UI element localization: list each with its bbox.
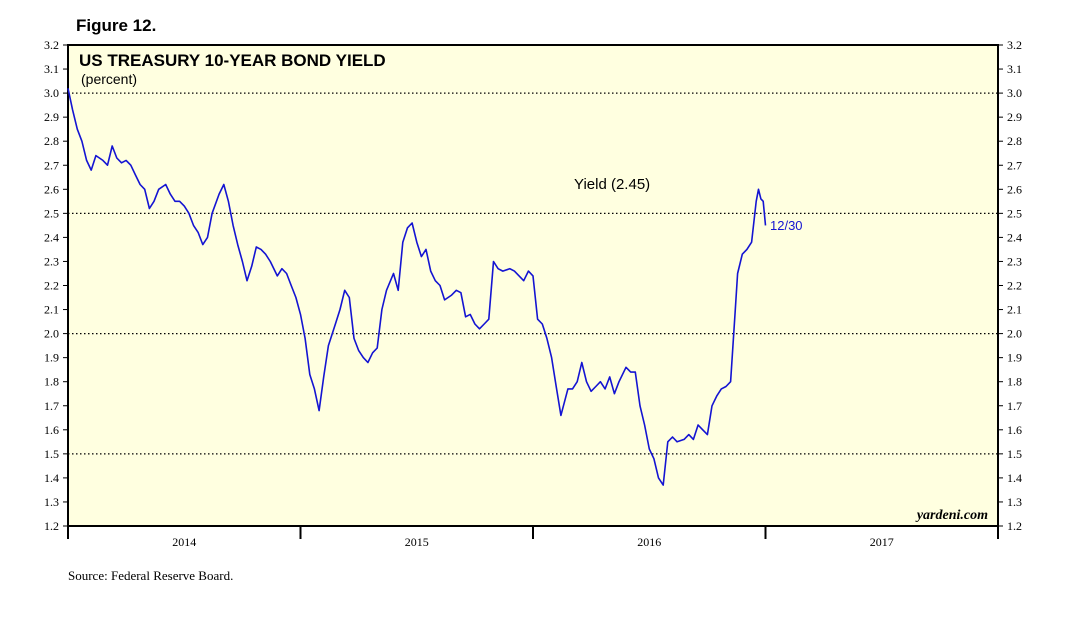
y-tick-label-right: 2.5 [1007,206,1022,220]
y-tick-label-left: 3.2 [44,38,59,52]
x-tick-label: 2015 [405,535,429,549]
y-tick-label-right: 1.8 [1007,375,1022,389]
y-tick-label-right: 2.9 [1007,110,1022,124]
x-tick-label: 2017 [870,535,894,549]
y-tick-label-right: 1.9 [1007,351,1022,365]
y-tick-label-left: 1.9 [44,351,59,365]
y-tick-label-left: 3.0 [44,86,59,100]
y-tick-label-left: 1.6 [44,423,59,437]
y-tick-label-left: 2.0 [44,327,59,341]
y-tick-label-left: 2.8 [44,134,59,148]
y-tick-label-right: 2.0 [1007,327,1022,341]
y-tick-label-left: 2.5 [44,206,59,220]
y-tick-label-right: 2.4 [1007,230,1022,244]
y-tick-label-right: 1.7 [1007,399,1022,413]
end-date-label: 12/30 [770,218,803,233]
y-axis-left: 1.2 1.3 1.4 1.5 1.6 1.7 1.8 1.9 2.0 2.1 2.2 2.3 2.4 2… [44,38,68,533]
chart-title: US TREASURY 10-YEAR BOND YIELD [79,51,386,70]
y-tick-label-left: 2.2 [44,279,59,293]
gridlines [68,92,998,455]
y-tick-label-left: 1.8 [44,375,59,389]
y-tick-label-left: 2.9 [44,110,59,124]
y-tick-label-left: 2.4 [44,230,59,244]
y-tick-label-right: 1.5 [1007,447,1022,461]
brand-watermark: yardeni.com [915,508,988,523]
y-tick-label-left: 1.5 [44,447,59,461]
x-axis: 2014 2015 2016 2017 [67,526,999,549]
y-axis-right: 1.2 1.3 1.4 1.5 1.6 1.7 1.8 1.9 2.0 2.1 2.2 2.3 2.4 2… [998,38,1022,533]
y-tick-label-left: 2.7 [44,158,59,172]
source-note: Source: Federal Reserve Board. [68,568,233,583]
chart-subtitle: (percent) [81,71,137,87]
y-tick-label-right: 1.2 [1007,519,1022,533]
y-tick-label-left: 2.6 [44,182,59,196]
y-tick-label-right: 3.2 [1007,38,1022,52]
y-tick-label-left: 1.3 [44,495,59,509]
figure-label: Figure 12. [76,16,156,35]
y-tick-label-right: 2.8 [1007,134,1022,148]
y-tick-label-left: 1.2 [44,519,59,533]
yield-annotation: Yield (2.45) [574,176,650,193]
x-tick-label: 2016 [637,535,661,549]
y-tick-label-left: 2.1 [44,303,59,317]
y-tick-label-left: 1.4 [44,471,59,485]
y-tick-label-right: 2.3 [1007,254,1022,268]
y-tick-label-left: 3.1 [44,62,59,76]
y-tick-label-right: 1.4 [1007,471,1022,485]
y-tick-label-right: 1.6 [1007,423,1022,437]
y-tick-label-right: 1.3 [1007,495,1022,509]
y-tick-label-right: 2.6 [1007,182,1022,196]
yield-series-line [67,88,767,486]
x-tick-label: 2014 [172,535,196,549]
y-tick-label-left: 1.7 [44,399,59,413]
y-tick-label-right: 2.2 [1007,279,1022,293]
y-tick-label-left: 2.3 [44,254,59,268]
y-tick-label-right: 2.7 [1007,158,1022,172]
y-tick-label-right: 3.1 [1007,62,1022,76]
y-tick-label-right: 3.0 [1007,86,1022,100]
plot-area [67,44,999,527]
y-tick-label-right: 2.1 [1007,303,1022,317]
